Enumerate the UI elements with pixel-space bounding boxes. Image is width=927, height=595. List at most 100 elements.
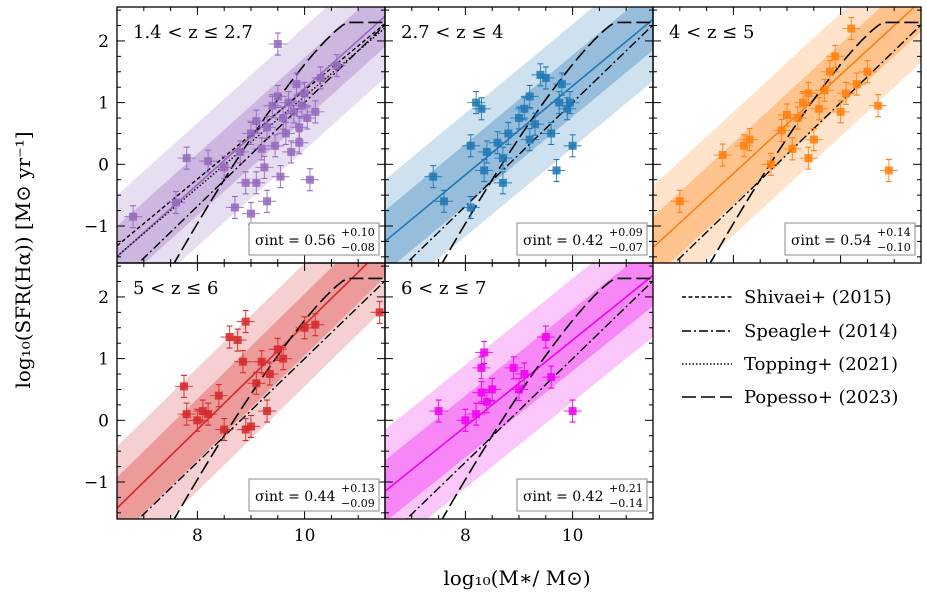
data-marker bbox=[204, 157, 213, 166]
data-marker bbox=[332, 61, 341, 70]
data-marker bbox=[276, 172, 285, 181]
panel-z-label: 5 < z ≤ 6 bbox=[133, 278, 218, 299]
data-point bbox=[424, 165, 443, 189]
panel-4: −1 0 1 2 8 10 5 < z ≤ 6 σint = 0.44 +0.13 −0.09 bbox=[84, 262, 386, 546]
data-point bbox=[177, 402, 196, 426]
data-point bbox=[735, 134, 754, 158]
data-point bbox=[799, 81, 818, 105]
data-point bbox=[488, 131, 507, 155]
data-marker bbox=[884, 166, 893, 175]
data-marker bbox=[536, 70, 545, 79]
data-point bbox=[820, 60, 839, 84]
data-point bbox=[295, 81, 314, 105]
data-point bbox=[536, 66, 555, 90]
data-point bbox=[370, 300, 385, 324]
data-marker bbox=[171, 198, 180, 207]
sigma-int-value: σint = 0.42 bbox=[523, 489, 603, 505]
data-point bbox=[274, 347, 293, 371]
data-marker bbox=[281, 129, 290, 138]
data-marker bbox=[252, 117, 261, 126]
data-point bbox=[268, 84, 287, 108]
data-marker bbox=[783, 110, 791, 119]
sigma-lower-error: −0.14 bbox=[609, 497, 643, 510]
data-point bbox=[461, 195, 480, 220]
y-tick-label: −1 bbox=[84, 473, 109, 493]
legend-label-popesso: Popesso+ (2023) bbox=[744, 387, 898, 408]
data-point bbox=[475, 340, 494, 364]
data-point bbox=[260, 362, 279, 386]
data-point bbox=[552, 72, 571, 96]
sigma-lower-error: −0.09 bbox=[341, 497, 375, 510]
data-point bbox=[279, 91, 298, 115]
data-marker bbox=[480, 348, 489, 357]
sigma-box bbox=[248, 222, 380, 256]
panel-plot-area bbox=[117, 7, 385, 263]
data-marker bbox=[520, 104, 529, 113]
data-point bbox=[472, 380, 491, 405]
panel-1: −1 0 1 2 1.4 < z ≤ 2.7 σint = 0.56 +0.10 −0.08 bbox=[84, 6, 386, 264]
data-point bbox=[772, 118, 791, 142]
data-marker bbox=[247, 422, 255, 431]
data-point bbox=[215, 155, 234, 179]
data-marker bbox=[252, 178, 261, 187]
data-marker bbox=[466, 203, 475, 212]
data-marker bbox=[766, 160, 775, 169]
data-marker bbox=[273, 40, 282, 49]
panel-3: 4 < z ≤ 5 σint = 0.54 +0.14 −0.10 bbox=[652, 6, 922, 264]
data-point bbox=[295, 316, 314, 340]
data-point bbox=[271, 165, 290, 189]
data-marker bbox=[804, 89, 813, 98]
speagle-relation bbox=[405, 24, 653, 263]
data-point bbox=[526, 112, 545, 136]
x-tick-label: 8 bbox=[460, 526, 471, 546]
y-tick-label: 0 bbox=[98, 411, 109, 431]
data-marker bbox=[198, 407, 207, 416]
panel-5: 8 10 6 < z ≤ 7 σint = 0.42 +0.21 −0.14 bbox=[384, 262, 654, 546]
data-marker bbox=[815, 104, 824, 113]
data-point bbox=[306, 100, 325, 124]
data-marker bbox=[273, 345, 282, 354]
y-tick-label: 2 bbox=[98, 288, 109, 308]
data-point bbox=[504, 356, 523, 380]
data-marker bbox=[180, 382, 188, 391]
data-marker bbox=[515, 385, 523, 394]
x-tick-label: 10 bbox=[294, 526, 316, 546]
speagle-relation bbox=[405, 280, 653, 519]
panel-plot-area bbox=[653, 7, 921, 263]
data-marker bbox=[568, 407, 577, 416]
data-point bbox=[788, 106, 807, 130]
data-marker bbox=[547, 129, 556, 138]
data-marker bbox=[297, 101, 306, 110]
legend-label-shivaei: Shivaei+ (2015) bbox=[744, 287, 892, 308]
data-point bbox=[815, 78, 834, 102]
data-point bbox=[284, 100, 303, 124]
data-point bbox=[247, 371, 266, 395]
data-point bbox=[563, 134, 582, 158]
data-point bbox=[740, 128, 759, 152]
data-marker bbox=[477, 104, 486, 113]
data-marker bbox=[247, 129, 255, 138]
data-point bbox=[266, 134, 285, 158]
popesso-relation bbox=[173, 277, 385, 519]
data-marker bbox=[480, 166, 489, 175]
data-point bbox=[199, 402, 218, 426]
data-point bbox=[483, 377, 502, 402]
data-marker bbox=[289, 107, 298, 116]
data-marker bbox=[541, 333, 550, 342]
data-point bbox=[327, 54, 346, 78]
data-marker bbox=[466, 141, 475, 150]
data-marker bbox=[263, 123, 272, 132]
y-tick-label: 1 bbox=[98, 350, 109, 370]
sigma-upper-error: +0.10 bbox=[341, 226, 375, 239]
data-point bbox=[547, 158, 566, 183]
data-marker bbox=[565, 98, 574, 107]
data-marker bbox=[284, 98, 293, 107]
data-point bbox=[477, 140, 496, 164]
data-marker bbox=[204, 410, 213, 419]
data-marker bbox=[777, 126, 786, 135]
data-marker bbox=[472, 410, 481, 419]
data-point bbox=[542, 365, 561, 389]
data-marker bbox=[375, 308, 384, 317]
data-marker bbox=[482, 147, 491, 156]
data-marker bbox=[563, 104, 572, 113]
